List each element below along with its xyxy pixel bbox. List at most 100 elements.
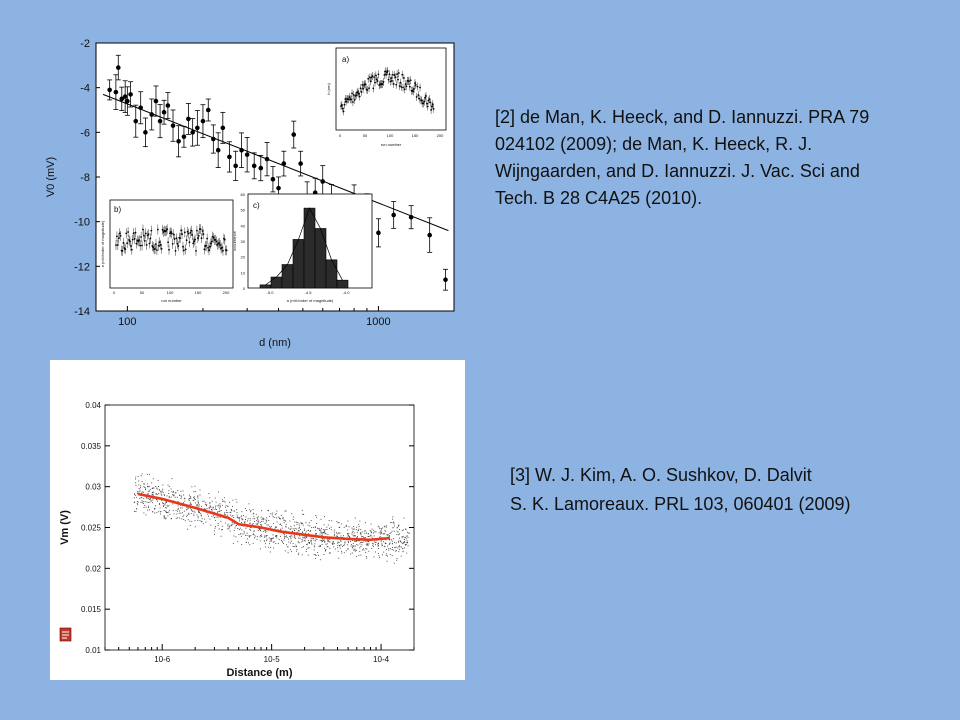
scatter-point bbox=[255, 535, 257, 537]
scatter-point bbox=[294, 521, 296, 523]
scatter-point bbox=[393, 523, 395, 525]
scatter-point bbox=[229, 514, 231, 516]
scatter-point bbox=[253, 534, 255, 536]
inset-b-point bbox=[167, 241, 169, 244]
scatter-point bbox=[285, 523, 287, 525]
scatter-point bbox=[315, 515, 317, 517]
scatter-point bbox=[177, 505, 179, 507]
inset-b-point bbox=[168, 248, 170, 251]
scatter-point bbox=[162, 502, 164, 504]
inset-a-point bbox=[402, 86, 404, 89]
scatter-point bbox=[279, 517, 280, 519]
scatter-point bbox=[287, 552, 289, 554]
scatter-point bbox=[140, 475, 142, 477]
inset-b-point bbox=[223, 238, 226, 241]
scatter-point bbox=[223, 513, 225, 515]
scatter-point bbox=[389, 532, 391, 534]
scatter-point bbox=[378, 542, 380, 544]
scatter-point bbox=[284, 536, 286, 538]
y-axis-label: V0 (mV) bbox=[45, 157, 57, 197]
scatter-point bbox=[366, 543, 368, 544]
scatter-point bbox=[392, 518, 394, 520]
scatter-point bbox=[324, 549, 326, 551]
scatter-point bbox=[241, 519, 243, 521]
scatter-point bbox=[177, 490, 179, 491]
scatter-point bbox=[371, 536, 373, 538]
inset-a-point bbox=[389, 80, 392, 83]
scatter-point bbox=[220, 516, 221, 518]
scatter-point bbox=[360, 546, 362, 547]
scatter-point bbox=[380, 541, 382, 543]
scatter-point bbox=[286, 537, 288, 538]
scatter-point bbox=[136, 493, 138, 494]
inset-b-point bbox=[192, 242, 195, 245]
scatter-point bbox=[236, 516, 238, 518]
scatter-point bbox=[284, 533, 286, 535]
scatter-point bbox=[313, 545, 315, 547]
scatter-point bbox=[384, 530, 386, 532]
scatter-point bbox=[384, 525, 386, 527]
scatter-point bbox=[309, 530, 311, 532]
scatter-point bbox=[245, 542, 247, 543]
y-tick-label: 0.015 bbox=[81, 605, 102, 614]
data-point bbox=[264, 156, 270, 162]
scatter-point bbox=[207, 513, 209, 515]
inset-a-point bbox=[369, 80, 372, 83]
inset-b-point bbox=[221, 246, 223, 249]
scatter-point bbox=[208, 507, 210, 509]
inset-b-point bbox=[222, 249, 224, 252]
scatter-point bbox=[217, 511, 219, 513]
inset-c-xtick-label: -5.0 bbox=[267, 290, 275, 295]
inset-a-point bbox=[425, 95, 427, 97]
scatter-point bbox=[386, 525, 388, 527]
scatter-point bbox=[280, 528, 282, 530]
scatter-point bbox=[168, 490, 170, 492]
scatter-point bbox=[344, 542, 346, 544]
scatter-point bbox=[302, 546, 304, 548]
scatter-point bbox=[193, 515, 195, 517]
scatter-point bbox=[372, 542, 374, 544]
data-point bbox=[298, 161, 303, 166]
scatter-point bbox=[199, 494, 201, 496]
scatter-point bbox=[171, 478, 173, 480]
scatter-point bbox=[227, 505, 229, 507]
scatter-point bbox=[162, 484, 164, 486]
scatter-point bbox=[221, 504, 223, 506]
scatter-point bbox=[370, 523, 372, 525]
scatter-point bbox=[249, 544, 251, 546]
scatter-point bbox=[310, 540, 312, 542]
scatter-point bbox=[185, 515, 187, 517]
scatter-point bbox=[219, 510, 221, 512]
minimizing-potential-chart: 0.01 0.015 0.02 0.025 0.03 0.035 0.04 10-6 10-5 1… bbox=[50, 360, 465, 680]
scatter-point bbox=[143, 483, 145, 485]
inset-a-point bbox=[423, 100, 426, 103]
scatter-point bbox=[220, 505, 221, 507]
scatter-point bbox=[163, 505, 164, 507]
scatter-point bbox=[148, 509, 150, 511]
data-point bbox=[143, 130, 148, 135]
scatter-point bbox=[218, 504, 220, 506]
scatter-point bbox=[339, 545, 340, 546]
scatter-point bbox=[224, 517, 226, 519]
scatter-point bbox=[353, 526, 355, 528]
scatter-point bbox=[213, 530, 215, 532]
scatter-point bbox=[406, 531, 408, 533]
scatter-point bbox=[264, 535, 266, 537]
scatter-point bbox=[243, 532, 245, 534]
scatter-point bbox=[402, 542, 404, 544]
scatter-point bbox=[227, 523, 229, 525]
scatter-point bbox=[396, 527, 398, 529]
inset-b-point bbox=[174, 249, 177, 252]
scatter-point bbox=[209, 497, 211, 499]
scatter-point bbox=[264, 530, 266, 532]
inset-b-point bbox=[165, 229, 168, 232]
inset-a-point bbox=[431, 105, 433, 108]
scatter-point bbox=[377, 545, 379, 547]
scatter-point bbox=[345, 550, 347, 552]
scatter-point bbox=[152, 502, 154, 504]
scatter-point bbox=[406, 542, 408, 544]
inset-b-point bbox=[131, 238, 134, 241]
inset-a-point bbox=[429, 101, 432, 104]
scatter-point bbox=[365, 551, 367, 553]
scatter-point bbox=[337, 541, 339, 543]
